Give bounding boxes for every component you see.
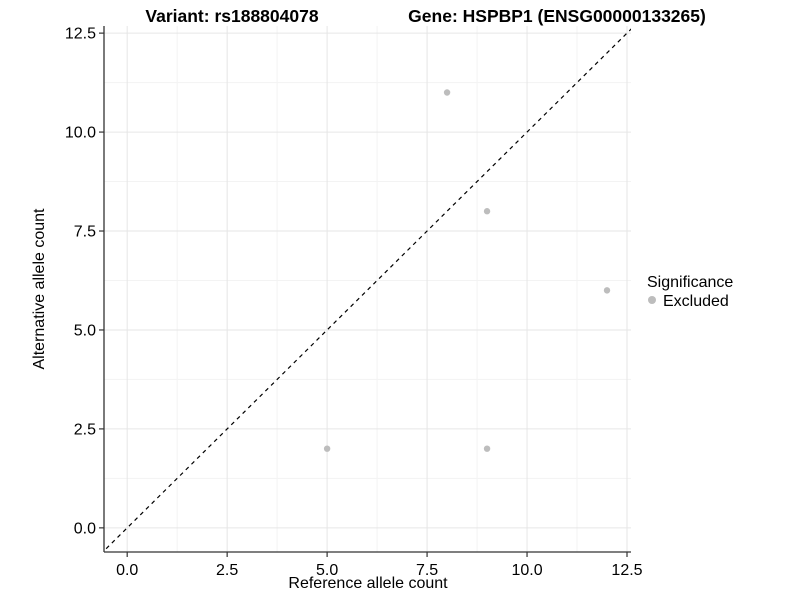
x-tick-label: 12.5 <box>611 562 642 579</box>
grid-layer <box>104 26 631 552</box>
legend-title: Significance <box>647 274 733 291</box>
y-tick-label: 0.0 <box>74 520 96 537</box>
x-tick-label: 10.0 <box>511 562 542 579</box>
legend-item-excluded: Excluded <box>663 293 729 310</box>
legend: Significance Excluded <box>647 274 733 310</box>
x-tick-label: 5.0 <box>316 562 338 579</box>
data-point <box>603 287 611 294</box>
x-tick-label: 7.5 <box>416 562 438 579</box>
data-layer <box>104 28 631 552</box>
data-point <box>443 89 451 96</box>
data-point <box>323 445 331 452</box>
y-tick-label: 7.5 <box>74 224 96 241</box>
y-tick-label: 10.0 <box>65 125 96 142</box>
plot-title-gene: Gene: HSPBP1 (ENSG00000133265) <box>408 6 706 26</box>
x-tick-label: 0.0 <box>116 562 138 579</box>
plot-title-variant: Variant: rs188804078 <box>145 6 318 26</box>
legend-marker-excluded-icon <box>648 296 656 304</box>
y-axis-title: Alternative allele count <box>31 208 48 370</box>
axis-layer: 0.0 2.5 5.0 7.5 10.0 12.5 0.0 2.5 5.0 7.5 10.0 12.5 <box>65 26 643 579</box>
data-point <box>483 445 491 452</box>
data-point <box>483 208 491 215</box>
y-tick-label: 2.5 <box>74 421 96 438</box>
x-tick-label: 2.5 <box>216 562 238 579</box>
x-axis-title: Reference allele count <box>288 575 448 592</box>
identity-dashed-line <box>104 28 631 552</box>
y-tick-label: 5.0 <box>74 322 96 339</box>
y-tick-label: 12.5 <box>65 26 96 43</box>
